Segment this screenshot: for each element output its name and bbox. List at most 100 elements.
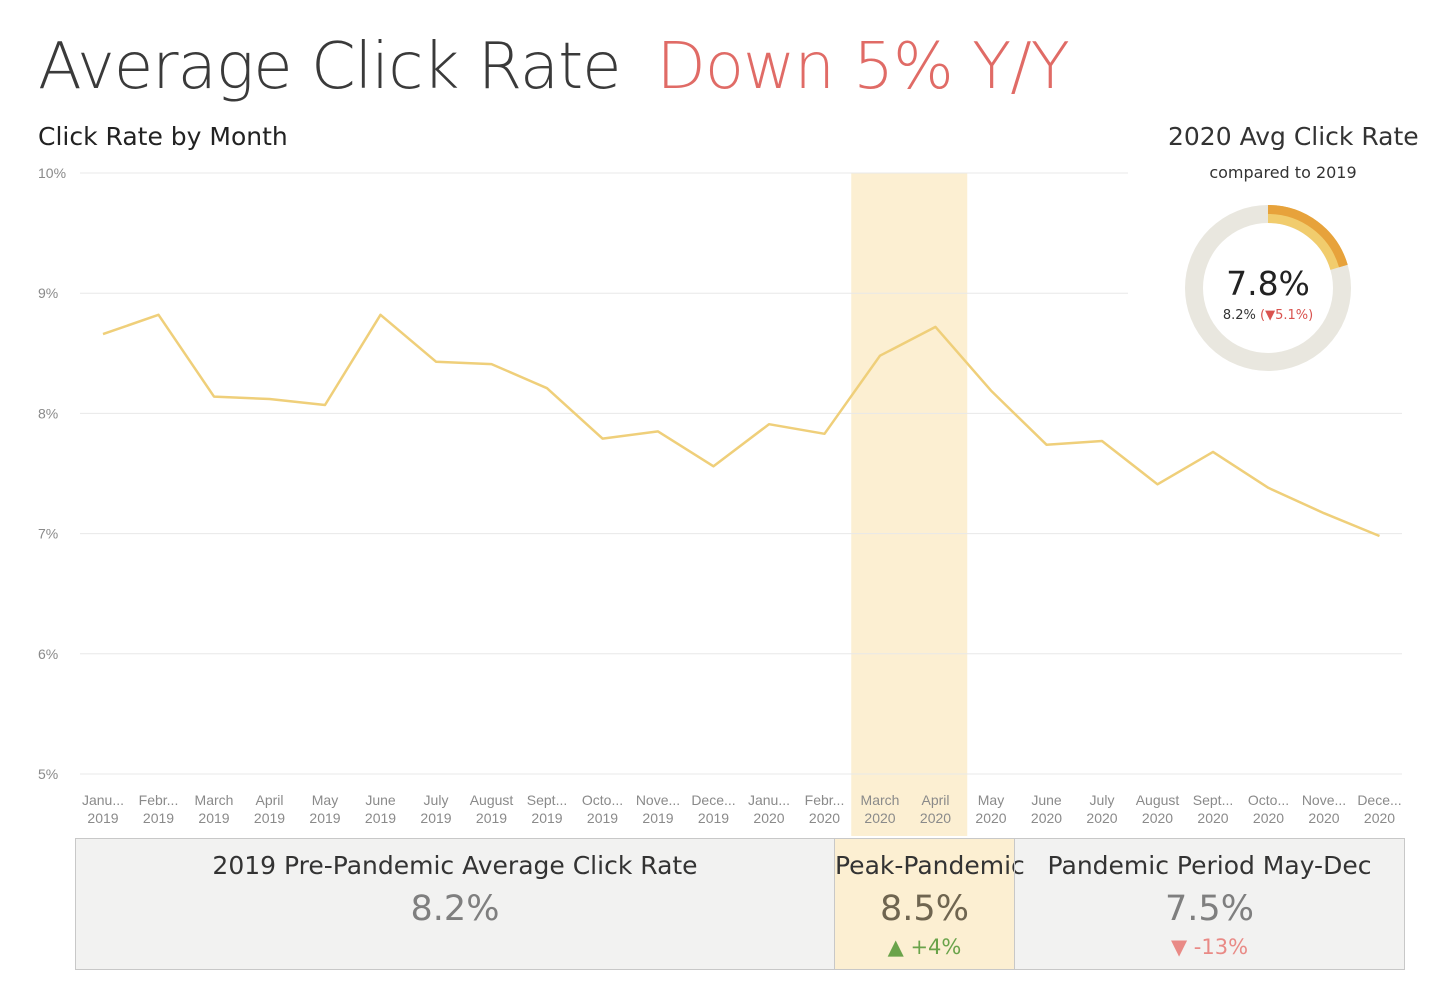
x-tick-year: 2019 xyxy=(531,810,562,826)
x-tick-year: 2019 xyxy=(587,810,618,826)
x-tick-label: April 2019 xyxy=(254,792,285,826)
x-tick-label: Febr... 2019 xyxy=(139,792,179,826)
x-tick-month: April xyxy=(921,792,949,808)
x-tick-label: March 2020 xyxy=(861,792,900,826)
gauge-value: 7.8% xyxy=(1226,264,1310,303)
x-tick-label: June 2019 xyxy=(365,792,396,826)
y-tick-label: 8% xyxy=(38,405,58,421)
x-tick-month: Octo... xyxy=(582,792,623,808)
chart-title: Click Rate by Month xyxy=(38,122,288,151)
dashboard-title-row: Average Click Rate Down 5% Y/Y xyxy=(38,30,1070,104)
x-tick-label: April 2020 xyxy=(920,792,951,826)
x-tick-month: Sept... xyxy=(527,792,567,808)
x-tick-label: Febr... 2020 xyxy=(805,792,845,826)
x-tick-year: 2020 xyxy=(1197,810,1228,826)
kpi-card-value: 8.2% xyxy=(410,889,500,929)
kpi-cards: 2019 Pre-Pandemic Average Click Rate 8.2… xyxy=(75,838,1405,970)
kpi-card-pre-pandemic: 2019 Pre-Pandemic Average Click Rate 8.2… xyxy=(76,839,834,969)
x-tick-month: June xyxy=(365,792,396,808)
x-tick-label: August 2019 xyxy=(470,792,514,826)
down-arrow-icon: ▼ xyxy=(1265,308,1276,323)
x-tick-month: April xyxy=(255,792,283,808)
x-tick-year: 2020 xyxy=(920,810,951,826)
x-tick-year: 2020 xyxy=(1253,810,1284,826)
x-tick-year: 2020 xyxy=(753,810,784,826)
x-tick-year: 2020 xyxy=(864,810,895,826)
yoy-headline: Down 5% Y/Y xyxy=(656,30,1070,104)
x-tick-year: 2020 xyxy=(1031,810,1062,826)
avg-click-rate-gauge xyxy=(1185,205,1351,371)
x-tick-year: 2020 xyxy=(975,810,1006,826)
x-tick-year: 2019 xyxy=(698,810,729,826)
x-tick-year: 2019 xyxy=(87,810,118,826)
x-tick-month: July xyxy=(424,792,449,808)
x-tick-month: June xyxy=(1031,792,1062,808)
x-tick-month: Janu... xyxy=(82,792,124,808)
kpi-card-pandemic-period: Pandemic Period May-Dec 7.5% ▼ -13% xyxy=(1014,839,1404,969)
kpi-card-peak-pandemic: Peak-Pandemic 8.5% ▲ +4% xyxy=(834,839,1025,969)
y-tick-label: 5% xyxy=(38,766,58,782)
y-tick-label: 6% xyxy=(38,646,58,662)
x-tick-year: 2019 xyxy=(642,810,673,826)
x-tick-label: Octo... 2020 xyxy=(1248,792,1289,826)
x-tick-year: 2020 xyxy=(1142,810,1173,826)
down-arrow-icon: ▼ xyxy=(1170,935,1188,959)
x-tick-label: July 2020 xyxy=(1086,792,1117,826)
x-tick-month: July xyxy=(1090,792,1115,808)
x-tick-year: 2019 xyxy=(309,810,340,826)
x-tick-label: Sept... 2019 xyxy=(527,792,567,826)
up-arrow-icon: ▲ xyxy=(887,935,904,959)
x-tick-month: August xyxy=(470,792,514,808)
x-tick-label: Nove... 2020 xyxy=(1302,792,1346,826)
x-tick-label: Sept... 2020 xyxy=(1193,792,1233,826)
gauge-change: (▼5.1%) xyxy=(1259,308,1314,323)
x-tick-year: 2019 xyxy=(198,810,229,826)
x-tick-year: 2020 xyxy=(1308,810,1339,826)
x-tick-month: Dece... xyxy=(1357,792,1401,808)
y-tick-label: 10% xyxy=(38,165,66,181)
kpi-card-value: 8.5% xyxy=(880,889,969,929)
y-tick-label: 7% xyxy=(38,526,58,542)
kpi-card-label: Peak-Pandemic xyxy=(835,851,1025,880)
x-tick-month: Janu... xyxy=(748,792,790,808)
x-tick-label: Dece... 2020 xyxy=(1357,792,1401,826)
x-tick-year: 2019 xyxy=(420,810,451,826)
x-tick-month: March xyxy=(195,792,234,808)
kpi-card-value: 7.5% xyxy=(1165,889,1254,929)
x-tick-label: Dece... 2019 xyxy=(691,792,735,826)
x-tick-label: May 2020 xyxy=(975,792,1006,826)
gauge-compare-value: 8.2% xyxy=(1222,308,1256,323)
y-tick-label: 9% xyxy=(38,285,58,301)
x-tick-label: March 2019 xyxy=(195,792,234,826)
x-tick-year: 2020 xyxy=(1086,810,1117,826)
x-tick-year: 2020 xyxy=(809,810,840,826)
kpi-card-delta: ▲ +4% xyxy=(835,935,1014,959)
gauge-subtitle: compared to 2019 xyxy=(1209,163,1357,182)
x-tick-year: 2019 xyxy=(476,810,507,826)
click-rate-series-line xyxy=(102,313,1380,538)
x-tick-label: May 2019 xyxy=(309,792,340,826)
x-tick-label: Janu... 2020 xyxy=(748,792,790,826)
gauge-target-arc xyxy=(1267,205,1348,268)
x-tick-month: May xyxy=(978,792,1004,808)
dashboard-title: Average Click Rate xyxy=(38,30,622,104)
x-tick-label: July 2019 xyxy=(420,792,451,826)
x-tick-month: Febr... xyxy=(139,792,179,808)
kpi-card-delta: ▼ -13% xyxy=(1015,935,1404,959)
x-tick-month: May xyxy=(312,792,338,808)
x-tick-label: Janu... 2019 xyxy=(82,792,124,826)
x-tick-month: Sept... xyxy=(1193,792,1233,808)
x-tick-month: Febr... xyxy=(805,792,845,808)
x-tick-year: 2019 xyxy=(143,810,174,826)
x-tick-year: 2019 xyxy=(365,810,396,826)
peak-pandemic-highlight-band xyxy=(851,173,968,836)
x-tick-month: March xyxy=(861,792,900,808)
x-tick-month: Dece... xyxy=(691,792,735,808)
x-tick-label: August 2020 xyxy=(1136,792,1180,826)
gauge-change-value: 5.1% xyxy=(1275,308,1309,323)
x-tick-month: Octo... xyxy=(1248,792,1289,808)
x-tick-label: Octo... 2019 xyxy=(582,792,623,826)
kpi-card-label: Pandemic Period May-Dec xyxy=(1047,851,1372,880)
kpi-card-delta-value: -13% xyxy=(1193,935,1249,959)
